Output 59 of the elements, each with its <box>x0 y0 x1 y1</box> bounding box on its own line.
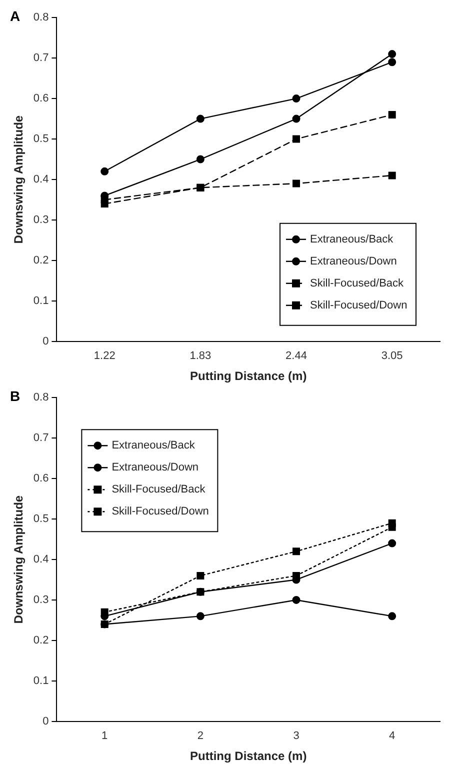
point <box>196 572 204 580</box>
point <box>292 114 300 123</box>
point <box>388 110 396 118</box>
point <box>196 155 204 164</box>
legend-label: Extraneous/Down <box>112 462 199 474</box>
point <box>292 135 300 143</box>
y-tick-label: 0.2 <box>33 254 49 266</box>
y-tick-label: 0.6 <box>33 472 49 485</box>
point <box>388 612 396 620</box>
point <box>100 200 108 208</box>
legend-label: Skill-Focused/Down <box>112 506 209 518</box>
point <box>292 596 300 604</box>
point <box>388 172 396 180</box>
y-tick-label: 0.3 <box>33 594 49 606</box>
x-tick-label: 1.83 <box>190 350 212 362</box>
chart-title: B <box>10 388 20 404</box>
point <box>388 58 396 66</box>
y-axis-title: Downswing Amplitude <box>12 495 26 624</box>
y-tick-label: 0.4 <box>33 174 49 186</box>
x-tick-label: 1 <box>102 730 108 742</box>
x-tick-label: 3 <box>293 730 300 742</box>
y-tick-label: 0.4 <box>33 554 49 566</box>
y-tick-label: 0.3 <box>33 214 49 226</box>
x-tick-label: 3.05 <box>381 350 403 362</box>
chart-title: A <box>10 8 20 24</box>
y-tick-label: 0.2 <box>33 634 49 646</box>
legend-label: Skill-Focused/Back <box>310 277 404 290</box>
point <box>196 612 204 620</box>
point <box>292 548 300 556</box>
point <box>292 180 300 188</box>
point <box>196 114 204 123</box>
point <box>292 94 300 103</box>
legend-label: Skill-Focused/Back <box>112 484 206 496</box>
x-tick-label: 2.44 <box>286 350 307 362</box>
y-tick-label: 0.1 <box>33 674 49 687</box>
x-tick-label: 4 <box>389 730 396 742</box>
legend-label: Extraneous/Down <box>310 255 397 268</box>
point <box>388 523 396 531</box>
x-axis-title: Putting Distance (m) <box>190 369 307 384</box>
legend-label: Skill-Focused/Down <box>310 299 408 312</box>
legend-label: Extraneous/Back <box>310 233 394 246</box>
x-tick-label: 1.22 <box>94 350 116 362</box>
y-tick-label: 0.6 <box>33 92 49 105</box>
point <box>388 539 396 548</box>
point <box>388 50 396 58</box>
y-axis-title: Downswing Amplitude <box>12 115 26 244</box>
y-tick-label: 0.7 <box>33 432 49 444</box>
y-tick-label: 0.8 <box>33 392 49 404</box>
y-tick-label: 0.5 <box>33 513 49 526</box>
x-axis-title: Putting Distance (m) <box>190 749 307 764</box>
y-tick-label: 0.8 <box>33 12 49 24</box>
point <box>100 167 109 176</box>
y-tick-label: 0.5 <box>33 133 49 146</box>
y-tick-label: 0 <box>42 715 49 728</box>
x-tick-label: 2 <box>197 730 204 742</box>
legend-label: Extraneous/Back <box>112 440 196 452</box>
y-tick-label: 0.7 <box>33 52 49 64</box>
y-tick-label: 0.1 <box>33 294 49 307</box>
y-tick-label: 0 <box>42 335 49 348</box>
